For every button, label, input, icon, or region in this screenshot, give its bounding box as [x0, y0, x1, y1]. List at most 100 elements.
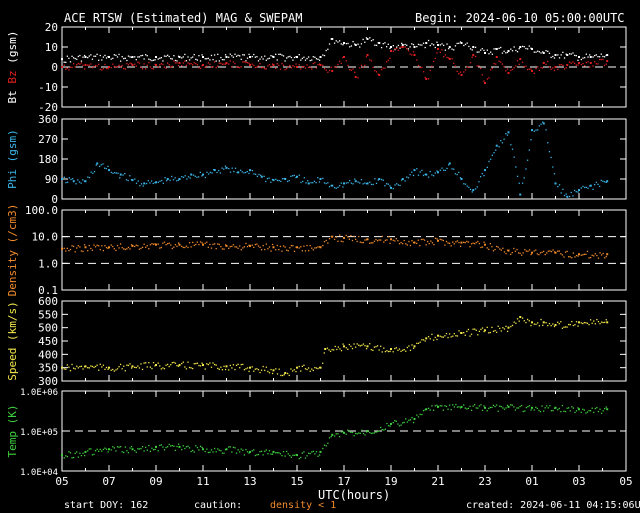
data-point-temp: [401, 422, 404, 424]
data-point-density: [585, 253, 587, 256]
data-point-bt: [234, 53, 236, 55]
data-point-bt: [115, 54, 117, 57]
data-point-bt: [307, 56, 310, 58]
data-point-bz: [350, 69, 353, 71]
y-axis-label: Bt Bz (gsm): [6, 31, 19, 104]
data-point-phi: [530, 139, 532, 141]
data-point-speed: [151, 367, 153, 370]
data-point-phi: [159, 180, 161, 182]
data-point-speed: [564, 326, 567, 328]
data-point-bz: [278, 64, 280, 67]
data-point-speed: [568, 323, 570, 326]
data-point-phi: [323, 182, 326, 184]
data-point-phi: [357, 181, 359, 183]
data-point-bt: [217, 53, 219, 56]
data-point-speed: [437, 334, 439, 337]
data-point-temp: [275, 452, 277, 454]
data-point-phi: [382, 179, 384, 181]
data-point-bz: [542, 67, 544, 69]
data-point-density: [483, 241, 485, 243]
data-point-temp: [327, 442, 329, 444]
data-point-phi: [401, 179, 403, 181]
data-point-density: [289, 247, 291, 249]
data-point-bz: [84, 64, 87, 66]
data-point-speed: [578, 321, 580, 324]
data-point-bz: [217, 65, 219, 67]
data-point-bz: [523, 65, 525, 68]
data-point-speed: [317, 367, 319, 370]
data-point-bt: [155, 56, 157, 58]
data-point-temp: [387, 425, 390, 427]
data-point-bt: [404, 43, 406, 46]
data-point-density: [83, 244, 86, 246]
data-point-bt: [526, 48, 529, 50]
data-point-density: [450, 245, 452, 247]
data-point-phi: [108, 169, 110, 172]
data-point-density: [63, 247, 65, 250]
data-point-speed: [82, 368, 84, 370]
data-point-bz: [272, 64, 275, 66]
data-point-bt: [413, 46, 416, 48]
data-point-temp: [492, 404, 495, 407]
data-point-bz: [547, 60, 549, 63]
data-point-density: [596, 254, 598, 257]
data-point-phi: [563, 194, 566, 197]
data-point-speed: [159, 365, 161, 367]
data-point-density: [574, 256, 576, 258]
data-point-bz: [264, 68, 266, 70]
data-point-density: [550, 250, 553, 253]
data-point-phi: [384, 185, 386, 187]
data-point-bt: [231, 55, 233, 57]
data-point-temp: [314, 453, 316, 455]
data-point-bz: [592, 65, 594, 67]
data-point-density: [253, 246, 255, 249]
data-point-bz: [90, 63, 92, 65]
data-point-speed: [160, 368, 162, 370]
data-point-temp: [400, 424, 402, 426]
data-point-speed: [474, 328, 476, 330]
data-point-phi: [107, 165, 109, 168]
data-point-bz: [94, 64, 97, 67]
data-point-density: [558, 250, 560, 252]
data-point-temp: [193, 451, 195, 453]
data-point-phi: [533, 130, 535, 132]
data-point-phi: [454, 173, 457, 175]
data-point-bt: [542, 51, 544, 53]
data-point-temp: [535, 406, 537, 408]
data-point-speed: [311, 368, 313, 370]
data-point-temp: [516, 407, 518, 409]
data-point-bt: [309, 59, 311, 62]
data-point-speed: [503, 328, 506, 330]
data-point-phi: [342, 186, 344, 188]
data-point-bz: [600, 58, 602, 61]
data-point-phi: [302, 180, 304, 183]
data-point-bz: [533, 72, 535, 75]
data-point-temp: [87, 450, 89, 452]
data-point-bt: [589, 56, 592, 58]
data-point-phi: [327, 182, 329, 184]
data-point-speed: [481, 327, 484, 329]
data-point-phi: [154, 182, 156, 184]
data-point-density: [455, 241, 457, 243]
data-point-phi: [236, 171, 238, 174]
data-point-density: [79, 246, 81, 248]
data-point-bt: [521, 45, 524, 48]
data-point-speed: [193, 363, 195, 365]
data-point-speed: [206, 363, 208, 365]
data-point-phi: [354, 180, 357, 183]
data-point-speed: [417, 342, 420, 344]
data-point-speed: [537, 322, 539, 324]
data-point-speed: [488, 332, 490, 334]
data-point-phi: [135, 182, 138, 184]
data-point-density: [535, 249, 537, 251]
data-point-bz: [218, 62, 220, 64]
data-point-phi: [219, 172, 222, 174]
data-point-bz: [140, 66, 142, 68]
data-point-bz: [149, 66, 152, 68]
data-point-temp: [249, 450, 251, 453]
data-point-density: [93, 244, 95, 246]
data-point-bt: [91, 58, 94, 60]
data-point-density: [65, 250, 67, 252]
data-point-phi: [157, 181, 159, 183]
data-point-speed: [270, 368, 272, 371]
